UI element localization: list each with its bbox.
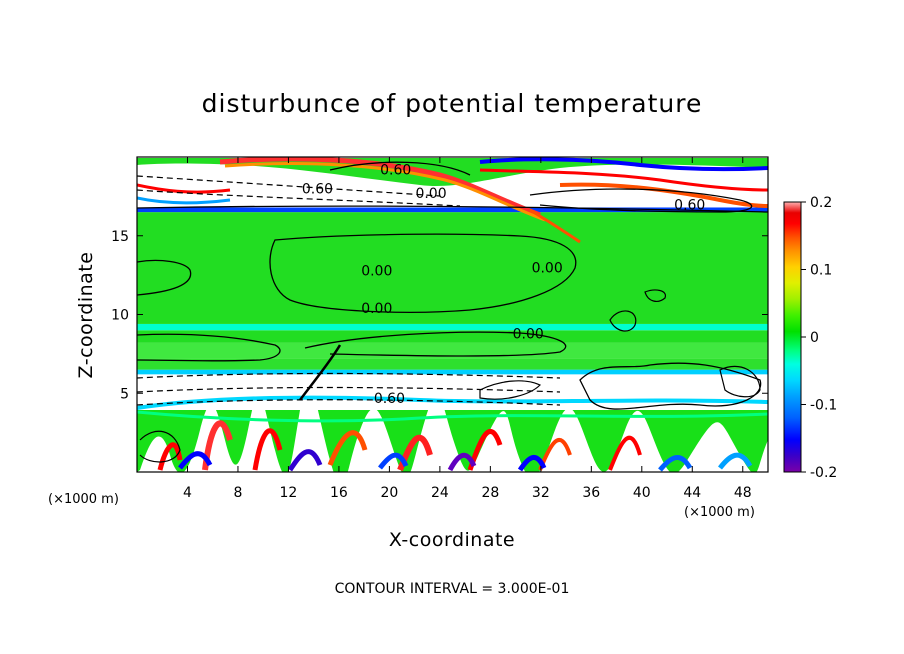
x-tick-label: 32 — [532, 485, 550, 501]
contour-label: 0.60 — [674, 197, 705, 213]
colorbar: 0.2 0.1 0 -0.1 -0.2 — [783, 195, 837, 481]
field-band — [137, 374, 768, 397]
field-bands — [137, 157, 768, 472]
colorbar-tick-label: -0.1 — [810, 398, 837, 414]
y-axis-title: Z-coordinate — [75, 252, 97, 379]
y-axis: 5 10 15 — [111, 229, 768, 402]
contour-label: 0.00 — [513, 326, 544, 342]
x-unit-left: (×1000 m) — [48, 492, 119, 507]
x-tick-label: 12 — [280, 485, 298, 501]
field-band — [137, 212, 768, 324]
contour-label: 0.60 — [374, 391, 405, 407]
y-tick-label: 10 — [111, 308, 129, 324]
x-tick-label: 8 — [233, 485, 242, 501]
x-tick-label: 16 — [330, 485, 348, 501]
x-tick-label: 48 — [734, 485, 752, 501]
x-tick-label: 36 — [582, 485, 600, 501]
field-band — [137, 342, 768, 359]
chart-title: disturbunce of potential temperature — [202, 89, 703, 118]
field-band — [137, 369, 768, 375]
colorbar-tick-label: 0 — [810, 330, 819, 346]
x-tick-label: 44 — [683, 485, 701, 501]
x-tick-label: 28 — [481, 485, 499, 501]
field-texture — [137, 157, 768, 472]
contour-labels: 0.600.60 0.000.600.00 0.000.000.000.60 — [302, 163, 705, 407]
colorbar-ticks: 0.2 0.1 0 -0.1 -0.2 — [801, 195, 837, 481]
field-band — [137, 330, 768, 343]
colorbar-tick-label: 0.2 — [810, 195, 832, 211]
x-tick-label: 20 — [380, 485, 398, 501]
x-tick-label: 40 — [633, 485, 651, 501]
field-band — [137, 323, 768, 331]
colorbar-tick-label: 0.1 — [810, 263, 832, 279]
contour-interval-note: CONTOUR INTERVAL = 3.000E-01 — [335, 581, 570, 597]
x-axis-title: X-coordinate — [389, 529, 515, 551]
y-tick-label: 15 — [111, 229, 129, 245]
contour-label: 0.60 — [302, 182, 333, 198]
x-axis: 4 8 12 16 20 24 28 32 36 40 44 48 — [183, 157, 752, 501]
colorbar-tick-label: -0.2 — [810, 465, 837, 481]
contour-label: 0.60 — [380, 163, 411, 179]
contour-label: 0.00 — [415, 186, 446, 202]
contour-label: 0.00 — [361, 263, 392, 279]
plot-area: 0.600.60 0.000.600.00 0.000.000.000.60 — [137, 157, 768, 472]
x-tick-label: 4 — [183, 485, 192, 501]
y-tick-label: 5 — [120, 386, 129, 402]
field-band — [137, 358, 768, 370]
contour-label: 0.00 — [532, 260, 563, 276]
colorbar-scale — [783, 201, 802, 473]
x-tick-label: 24 — [431, 485, 449, 501]
contour-label: 0.00 — [361, 301, 392, 317]
field-band — [137, 207, 768, 213]
x-unit-right: (×1000 m) — [684, 505, 755, 520]
